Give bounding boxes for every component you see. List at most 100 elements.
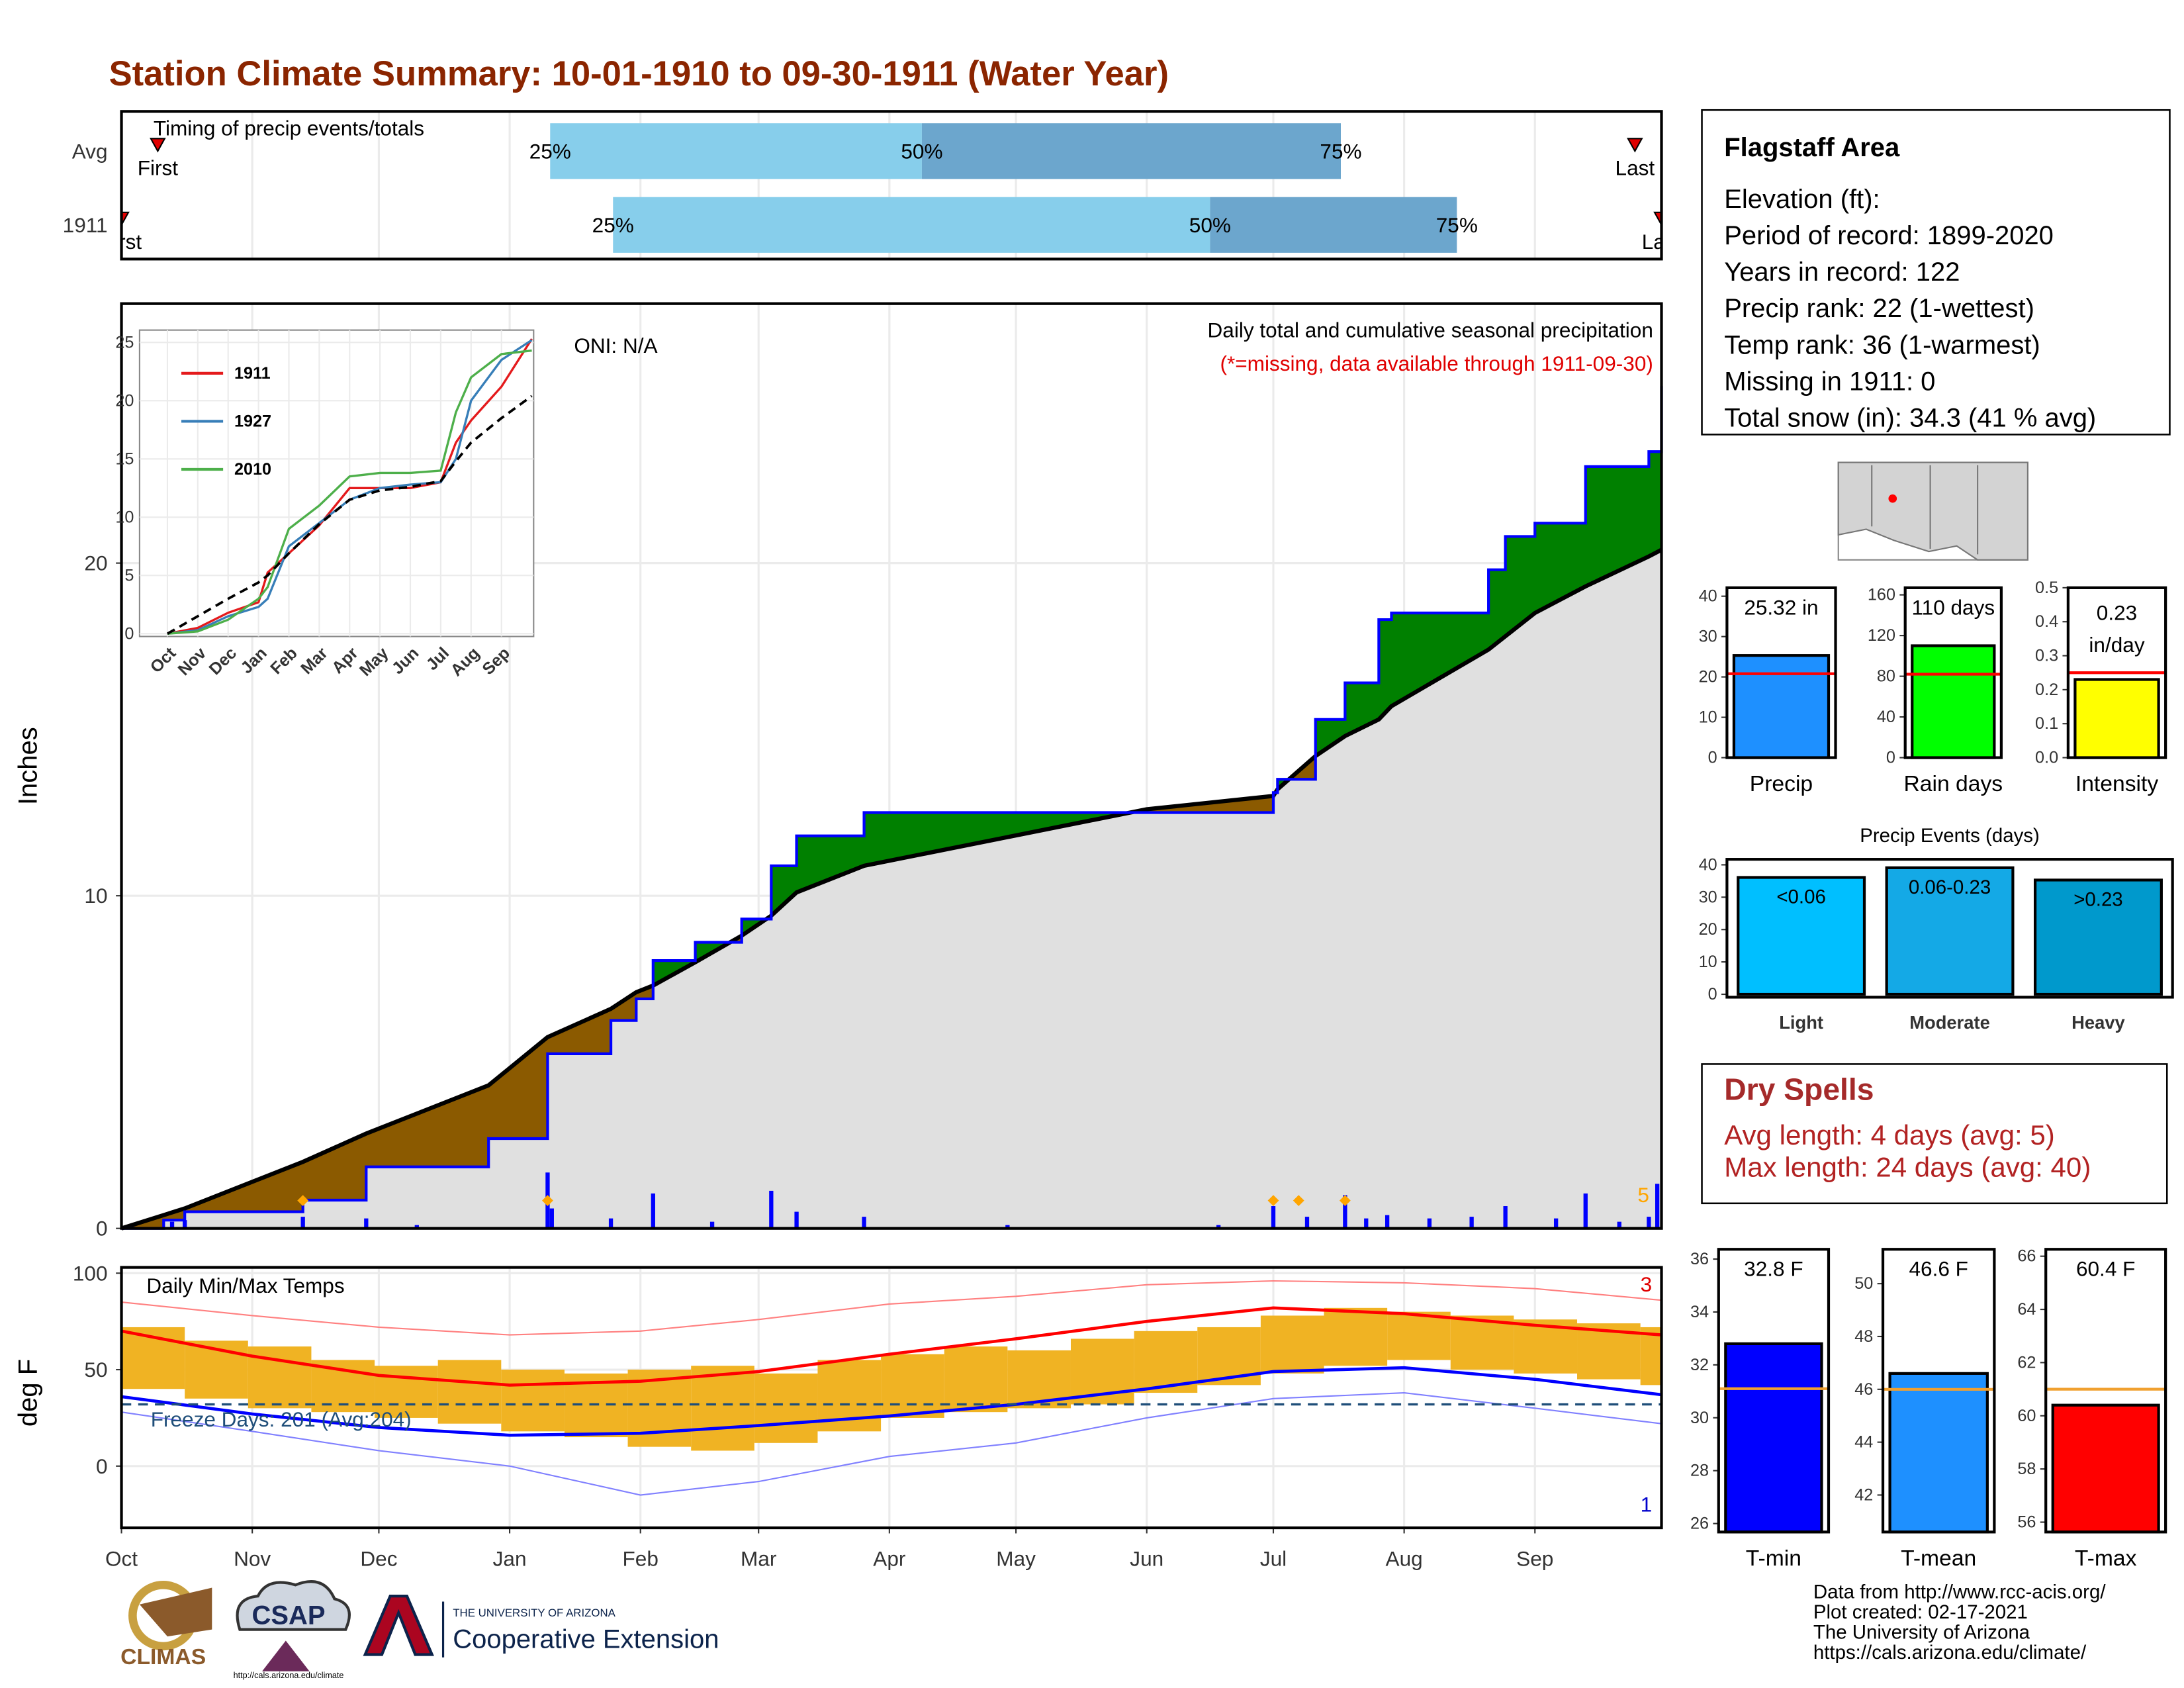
y-tick-label: 160 xyxy=(1868,586,1895,604)
daily-range xyxy=(1324,1307,1388,1366)
info-line: Precip rank: 22 (1-wettest) xyxy=(1724,294,2034,323)
bar xyxy=(1888,1372,1989,1534)
bin-label: >0.23 xyxy=(2073,888,2123,910)
base-area xyxy=(121,549,1662,1229)
y-tick-label: 0 xyxy=(1886,749,1895,767)
x-tick-label: Feb xyxy=(267,644,301,679)
panel-frame xyxy=(120,302,1663,1230)
y-tick-label: 66 xyxy=(2017,1247,2036,1266)
map xyxy=(1837,461,2028,561)
daily-bar xyxy=(1343,1195,1347,1229)
record-marker xyxy=(297,1195,309,1207)
panel-frame xyxy=(1717,1248,1831,1534)
y-tick-label: 20 xyxy=(84,551,107,575)
timing-marker xyxy=(1653,211,1662,226)
credit-line: The University of Arizona xyxy=(1813,1621,2030,1643)
y-tick-label: 44 xyxy=(1854,1433,1873,1452)
bar xyxy=(1737,876,1866,996)
daily-bar xyxy=(183,1220,187,1229)
daily-bar xyxy=(1655,1184,1660,1229)
map-border xyxy=(1871,465,1979,555)
panel-frame xyxy=(1725,586,1837,759)
x-tick-label: Jan xyxy=(493,1546,527,1570)
x-tick-label: Nov xyxy=(175,644,210,680)
quartile-label: 75% xyxy=(1320,139,1361,163)
daily-bar xyxy=(1005,1225,1010,1229)
bar xyxy=(2051,1403,2160,1534)
y-tick-label: 20 xyxy=(115,391,134,410)
y-tick-label: 10 xyxy=(1699,953,1717,971)
daily-bar xyxy=(300,1217,305,1229)
daily-bar xyxy=(651,1193,655,1229)
credit-line: Data from http://www.rcc-acis.org/ xyxy=(1813,1581,2106,1603)
legend-label: 1911 xyxy=(234,364,271,383)
daily-range xyxy=(944,1346,1008,1413)
low-count: 1 xyxy=(1641,1492,1653,1516)
y-tick-label: 20 xyxy=(1699,668,1717,686)
missing-note: (*=missing, data available through 1911-… xyxy=(1220,352,1653,375)
series-line xyxy=(167,349,532,635)
daily-bar xyxy=(794,1211,799,1229)
marker-label: Last xyxy=(1642,230,1682,254)
y-tick-label: 40 xyxy=(1877,708,1895,726)
x-tick-label: Oct xyxy=(105,1546,138,1570)
y-tick-label: 26 xyxy=(1690,1515,1709,1533)
x-tick-label: Dec xyxy=(360,1546,397,1570)
y-tick-label: 46 xyxy=(1854,1380,1873,1399)
marker-label: First xyxy=(101,230,142,254)
y-tick-label: 36 xyxy=(1690,1250,1709,1268)
x-tick-label: Jun xyxy=(388,644,423,679)
category-label: T-max xyxy=(2075,1546,2137,1571)
timing-rows: 25% 50% 75% First Last 25% 50% 75% First Last xyxy=(101,123,1682,254)
cumulative-line xyxy=(121,386,1663,1230)
daily-bar xyxy=(1583,1193,1588,1229)
ua-logo xyxy=(363,1595,434,1656)
value-label: 32.8 F xyxy=(1744,1257,1803,1281)
quartile-label: 50% xyxy=(901,139,942,163)
y-tick-label: 0 xyxy=(1708,985,1717,1004)
y-tick-label: 28 xyxy=(1690,1462,1709,1480)
panel-title: Precip Events (days) xyxy=(1860,825,2040,847)
y-tick-label: 25 xyxy=(115,333,134,352)
x-tick-label: Jan xyxy=(237,644,271,678)
x-tick-label: Apr xyxy=(328,644,362,678)
x-tick-label: Oct xyxy=(147,643,180,677)
bar xyxy=(2033,878,2163,996)
row-label: 1911 xyxy=(63,213,108,237)
info-line: Total snow (in): 34.3 (41 % avg) xyxy=(1724,404,2096,433)
temp-plot xyxy=(121,1280,1662,1496)
info-line: Temp rank: 36 (1-warmest) xyxy=(1724,330,2040,359)
y-tick-label: 58 xyxy=(2017,1460,2036,1478)
x-tick-label: Aug xyxy=(447,644,483,680)
bar xyxy=(1911,644,1996,759)
daily-bar xyxy=(769,1190,774,1229)
y-tick-label: 62 xyxy=(2017,1353,2036,1372)
daily-bar xyxy=(1216,1225,1221,1229)
x-tick-label: Jul xyxy=(1260,1546,1287,1570)
y-tick-label: 0 xyxy=(1708,749,1717,767)
y-tick-label: 5 xyxy=(124,566,134,585)
panel-title: Timing of precip events/totals xyxy=(154,117,424,140)
x-tick-label: Jun xyxy=(1130,1546,1163,1570)
high-count: 3 xyxy=(1641,1272,1653,1296)
daily-range xyxy=(691,1366,754,1451)
oni-label: ONI: N/A xyxy=(574,334,657,357)
record-marker xyxy=(542,1195,553,1207)
csap-mountain xyxy=(262,1640,310,1671)
timing-marker xyxy=(150,138,166,153)
daily-bar xyxy=(1647,1217,1651,1229)
page-title: Station Climate Summary: 10-01-1910 to 0… xyxy=(109,54,1169,93)
daily-range xyxy=(501,1370,565,1432)
daily-bar xyxy=(1304,1217,1310,1229)
category-label: Heavy xyxy=(2071,1012,2125,1033)
late-bar xyxy=(1210,197,1457,253)
y-tick-label: 30 xyxy=(1690,1409,1709,1427)
bar xyxy=(1885,866,2015,996)
y-tick-label: 30 xyxy=(1699,888,1717,906)
y-tick-label: 56 xyxy=(2017,1513,2036,1531)
category-label: Precip xyxy=(1750,772,1813,796)
timing-marker xyxy=(121,211,130,226)
early-bar xyxy=(613,197,1210,253)
